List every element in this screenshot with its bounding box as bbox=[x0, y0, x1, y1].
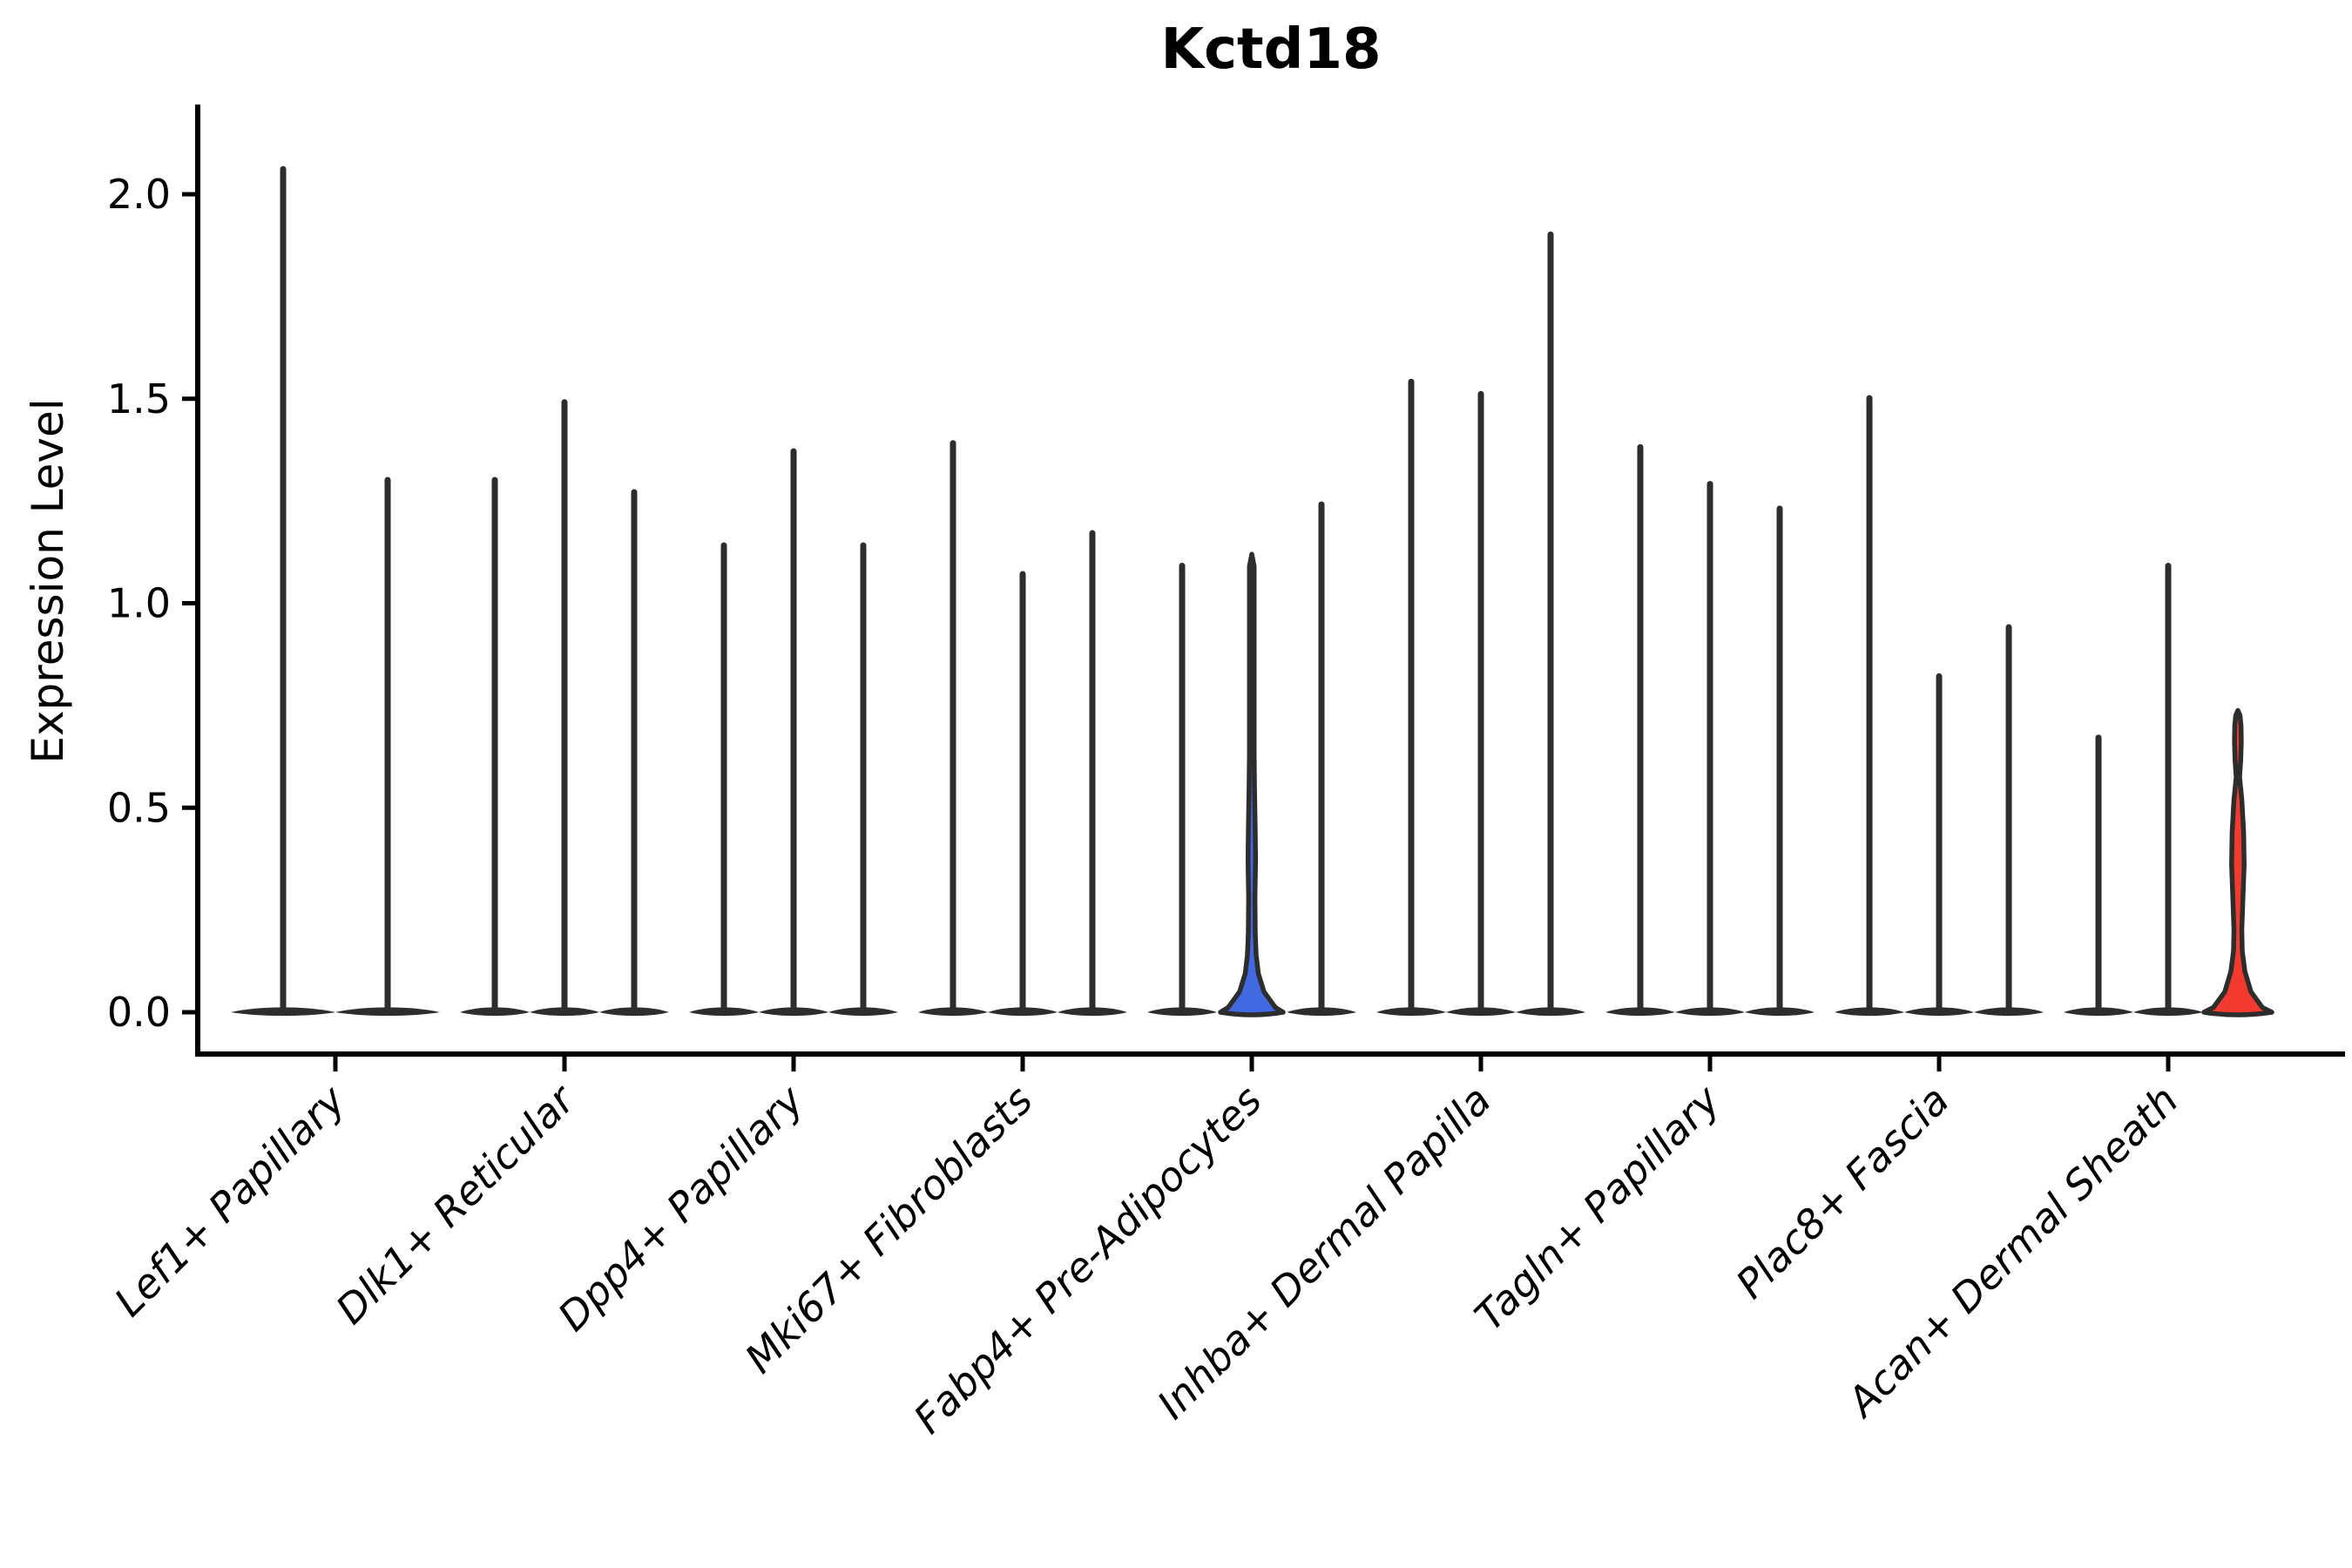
y-axis-label: Expression Level bbox=[23, 398, 73, 763]
chart-title: Kctd18 bbox=[1161, 17, 1382, 82]
violin-highlight-red bbox=[2201, 707, 2274, 1017]
y-tick-label: 2.0 bbox=[107, 171, 171, 218]
y-tick-label: 0.0 bbox=[107, 989, 171, 1036]
y-tick-label: 1.0 bbox=[107, 580, 171, 627]
x-tick-label: Lef1+ Papillary bbox=[105, 1076, 355, 1325]
x-tick-label: Dlk1+ Reticular bbox=[327, 1074, 585, 1333]
violin-highlight-blue bbox=[1218, 551, 1286, 1017]
y-tick-label: 0.5 bbox=[107, 784, 171, 831]
x-tick-label: Plac8+ Fascia bbox=[1727, 1077, 1957, 1308]
x-tick-label: Tagln+ Papillary bbox=[1465, 1076, 1729, 1340]
y-tick-label: 1.5 bbox=[107, 375, 171, 422]
x-tick-label: Dpp4+ Papillary bbox=[549, 1076, 813, 1340]
